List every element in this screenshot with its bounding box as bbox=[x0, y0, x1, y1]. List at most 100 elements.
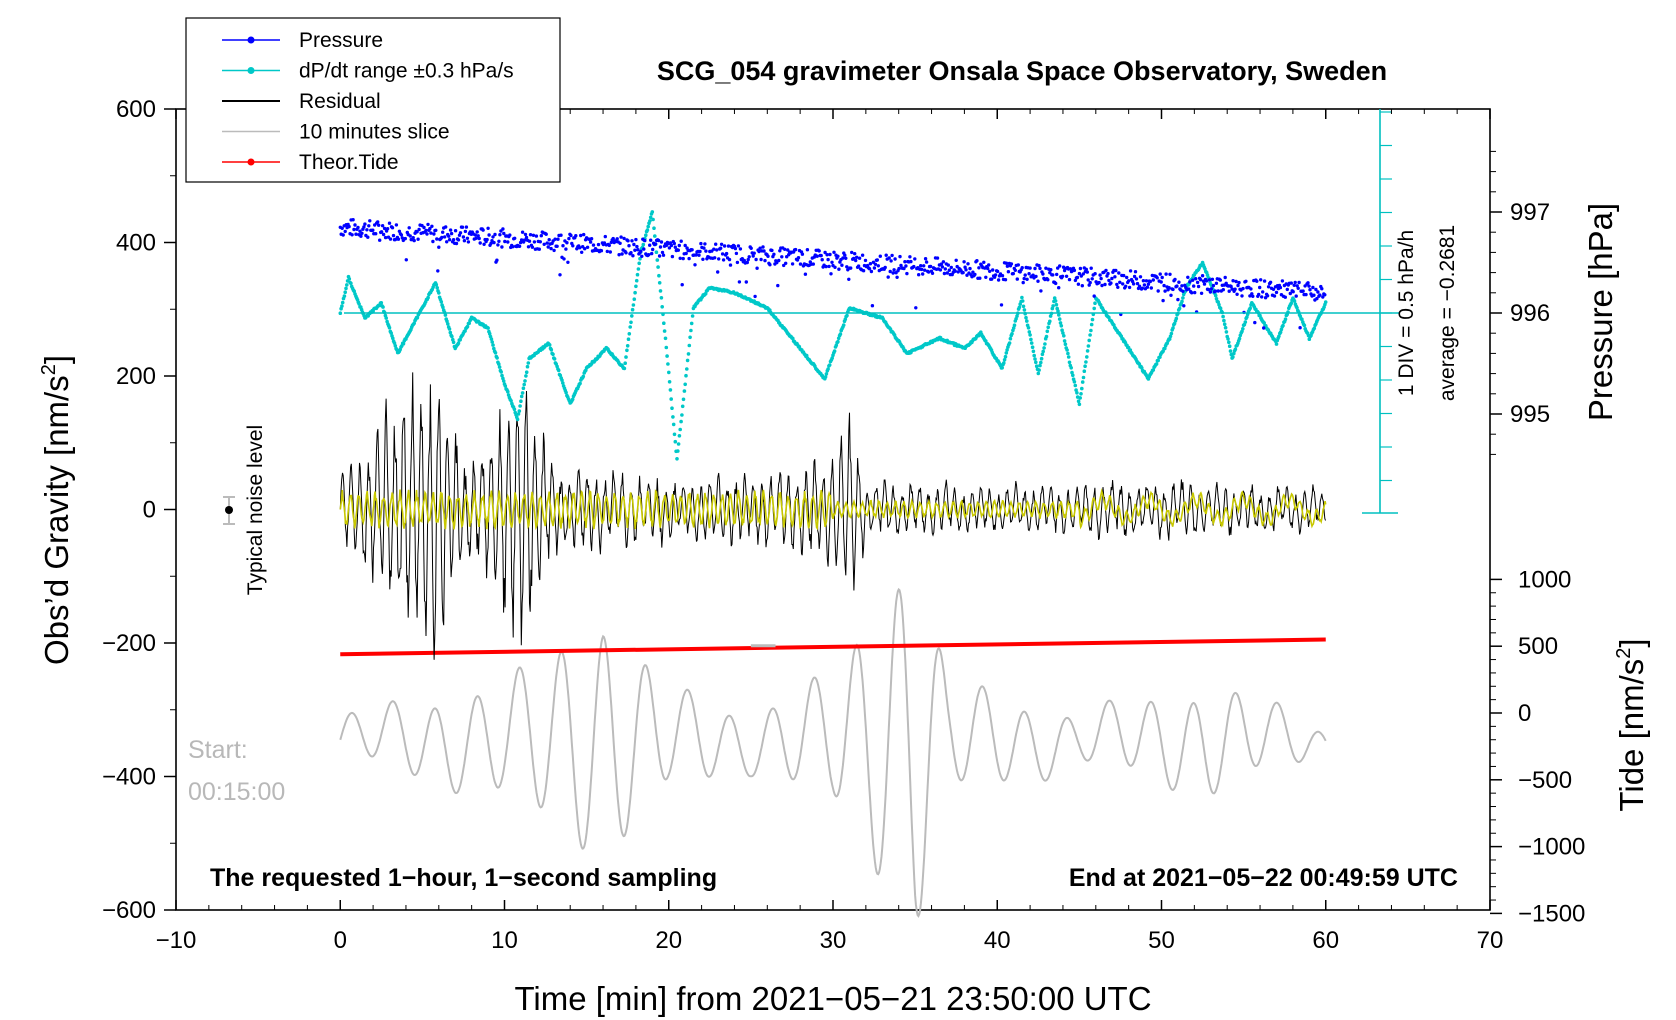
pressure-point bbox=[963, 265, 967, 269]
dpdt-point bbox=[678, 427, 682, 432]
pressure-point bbox=[995, 269, 1000, 274]
pressure-point bbox=[790, 262, 795, 266]
dpdt-point bbox=[1071, 373, 1075, 378]
pressure-point bbox=[676, 248, 680, 252]
dpdt-point bbox=[656, 265, 660, 269]
pressure-point bbox=[1192, 284, 1196, 288]
dpdt-point bbox=[506, 389, 510, 394]
dpdt-point bbox=[1171, 326, 1175, 330]
dpdt-point bbox=[644, 233, 648, 237]
dpdt-point bbox=[1010, 332, 1014, 336]
pressure-point bbox=[828, 252, 832, 257]
pressure-point bbox=[733, 246, 738, 251]
pressure-point bbox=[893, 257, 897, 261]
dpdt-point bbox=[497, 362, 501, 366]
dpdt-point bbox=[690, 314, 695, 318]
dpdt-point bbox=[352, 289, 357, 294]
pressure-point bbox=[875, 258, 879, 262]
y-left-tick-label: 200 bbox=[116, 363, 156, 390]
dpdt-point bbox=[467, 321, 472, 326]
pressure-point bbox=[556, 237, 560, 241]
pressure-point bbox=[817, 249, 821, 253]
pressure-point bbox=[424, 228, 428, 233]
pressure-point bbox=[870, 304, 875, 308]
pressure-point bbox=[1099, 276, 1103, 281]
pressure-point bbox=[886, 275, 890, 279]
pressure-point bbox=[942, 271, 947, 276]
pressure-point bbox=[462, 239, 467, 243]
pressure-point bbox=[463, 229, 468, 234]
pressure-point bbox=[562, 257, 566, 261]
pressure-point bbox=[763, 258, 767, 263]
pressure-point bbox=[426, 222, 430, 227]
dpdt-point bbox=[1205, 273, 1210, 277]
pressure-point bbox=[1142, 283, 1147, 287]
dpdt-point bbox=[676, 449, 680, 453]
dpdt-point bbox=[338, 311, 343, 316]
dpdt-point bbox=[1088, 333, 1092, 337]
pressure-point bbox=[1036, 279, 1040, 283]
y-left-label-sup: 2 bbox=[38, 364, 60, 375]
pressure-point bbox=[684, 251, 688, 256]
pressure-point bbox=[460, 225, 465, 229]
pressure-point bbox=[639, 249, 643, 253]
pressure-point bbox=[432, 232, 436, 236]
pressure-point bbox=[798, 262, 803, 266]
pressure-point bbox=[819, 253, 823, 258]
pressure-point bbox=[849, 266, 853, 270]
y-axis-left-ticks: 600 400 200 0 −200 −400 −600 bbox=[102, 96, 176, 924]
pressure-point bbox=[390, 226, 395, 230]
dpdt-point bbox=[1051, 304, 1055, 308]
pressure-point bbox=[618, 241, 622, 245]
dpdt-point bbox=[1057, 317, 1062, 321]
dpdt-point bbox=[630, 307, 635, 312]
dpdt-point bbox=[1029, 337, 1033, 342]
dpdt-point bbox=[1292, 299, 1297, 303]
pressure-point bbox=[1190, 291, 1194, 295]
dpdt-point bbox=[1054, 302, 1059, 307]
pressure-point bbox=[988, 269, 992, 273]
pressure-point bbox=[431, 239, 435, 244]
pressure-point bbox=[716, 270, 720, 274]
pressure-point bbox=[1241, 286, 1245, 291]
dpdt-point bbox=[1036, 371, 1041, 376]
dpdt-point bbox=[447, 327, 452, 331]
pressure-point bbox=[1164, 272, 1168, 276]
y-tide-label-end: ] bbox=[1613, 638, 1650, 647]
dpdt-point bbox=[1066, 351, 1070, 356]
legend-entries: Pressure dP/dt range ±0.3 hPa/s Residual 10… bbox=[222, 29, 514, 174]
pressure-point bbox=[656, 238, 661, 243]
pressure-point bbox=[845, 265, 849, 269]
dpdt-point bbox=[1089, 328, 1093, 333]
dpdt-point bbox=[1048, 319, 1052, 324]
pressure-point bbox=[650, 251, 654, 256]
pressure-point bbox=[491, 235, 495, 239]
pressure-point bbox=[1006, 270, 1011, 274]
pressure-point bbox=[704, 249, 708, 253]
dpdt-point bbox=[392, 341, 397, 345]
pressure-point bbox=[619, 235, 623, 239]
dpdt-point bbox=[437, 291, 441, 295]
pressure-point bbox=[1015, 277, 1019, 281]
pressure-point bbox=[1307, 284, 1311, 288]
pressure-point bbox=[754, 257, 758, 262]
dpdt-point bbox=[1039, 360, 1043, 365]
pressure-point bbox=[558, 273, 562, 277]
dpdt-point bbox=[660, 305, 664, 309]
pressure-point bbox=[643, 238, 647, 243]
dpdt-point bbox=[1181, 296, 1185, 300]
dpdt-point bbox=[1070, 370, 1074, 375]
pressure-point bbox=[1308, 288, 1312, 292]
pressure-point bbox=[904, 264, 908, 268]
dpdt-point bbox=[381, 305, 385, 309]
pressure-point bbox=[719, 246, 723, 250]
pressure-point bbox=[465, 236, 470, 240]
pressure-point bbox=[632, 242, 636, 247]
pressure-point bbox=[1278, 285, 1283, 290]
pressure-point bbox=[511, 245, 515, 249]
pressure-point bbox=[532, 240, 537, 244]
pressure-point bbox=[631, 254, 635, 258]
pressure-point bbox=[826, 257, 830, 262]
pressure-point bbox=[715, 248, 719, 252]
dpdt-point bbox=[465, 324, 470, 329]
